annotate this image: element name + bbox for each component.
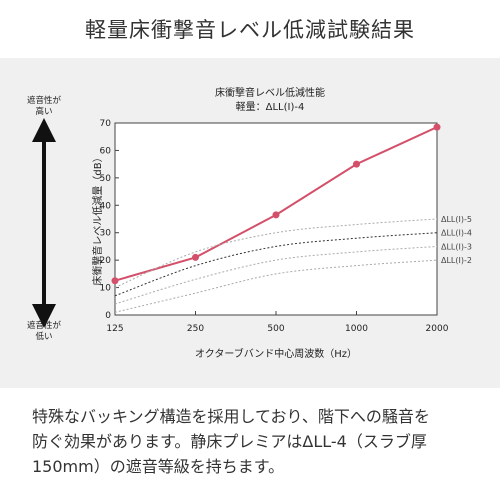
y-tick-label: 30 <box>100 229 112 239</box>
y-tick-label: 50 <box>100 174 112 184</box>
y-ticks: 0 10 20 30 40 50 60 70 <box>100 119 119 321</box>
data-point <box>433 123 441 131</box>
series-label: ΔLL(Ⅰ)-2 <box>441 256 472 265</box>
chart-subtitle: 軽量：ΔLL(Ⅰ)-4 <box>236 101 305 113</box>
y-tick-label: 10 <box>100 284 112 294</box>
x-tick-label: 1000 <box>345 324 368 334</box>
series-labels: ΔLL(Ⅰ)-5 ΔLL(Ⅰ)-4 ΔLL(Ⅰ)-3 ΔLL(Ⅰ)-2 <box>441 215 472 265</box>
series-label: ΔLL(Ⅰ)-3 <box>441 242 472 251</box>
x-axis-label: オクターブバンド中心周波数（Hz） <box>195 347 357 360</box>
x-tick-label: 2000 <box>426 324 449 334</box>
data-point <box>353 160 360 168</box>
side-label-bottom-2: 低い <box>35 331 52 342</box>
x-ticks: 125 250 500 1000 2000 <box>106 311 449 334</box>
x-tick-label: 500 <box>267 324 284 334</box>
y-tick-label: 60 <box>100 146 112 156</box>
plot-area <box>114 122 438 316</box>
description-line-3: 150mm）の遮音等級を持ちます。 <box>32 457 285 476</box>
series-line <box>114 232 438 297</box>
y-axis-label: 床衝撃音レベル低減量（dB） <box>91 152 104 285</box>
data-point <box>272 211 280 219</box>
y-tick-label: 40 <box>100 201 112 211</box>
x-tick-label: 125 <box>106 324 123 334</box>
data-point <box>111 277 119 285</box>
points-group <box>111 123 441 285</box>
y-tick-label: 0 <box>105 311 111 321</box>
series-label: ΔLL(Ⅰ)-5 <box>441 215 472 224</box>
chart-title: 床衝撃音レベル低減性能 <box>215 86 325 99</box>
side-label-bottom-1: 遮音性が <box>27 320 62 331</box>
side-label-top-1: 遮音性が <box>27 95 62 106</box>
series-line <box>114 245 438 305</box>
page-title: 軽量床衝撃音レベル低減試験結果 <box>85 18 415 42</box>
data-point <box>192 253 199 261</box>
description-line-2: 防ぐ効果があります。静床プレミアはΔLL-4（スラブ厚 <box>32 432 427 451</box>
description: 特殊なバッキング構造を採用しており、階下への騒音を 防ぐ効果があります。静床プレ… <box>32 404 482 479</box>
description-line-1: 特殊なバッキング構造を採用しており、階下への騒音を <box>32 407 430 426</box>
y-tick-label: 20 <box>100 256 112 266</box>
series-label: ΔLL(Ⅰ)-4 <box>441 229 472 238</box>
y-tick-label: 70 <box>100 119 112 129</box>
x-tick-label: 250 <box>187 324 204 334</box>
chart-svg: 遮音性が 高い 遮音性が 低い 床衝撃音レベル低減性能 軽量：ΔLL(Ⅰ)-4 … <box>27 86 472 360</box>
series-line <box>114 218 438 289</box>
chart-panel: 遮音性が 高い 遮音性が 低い 床衝撃音レベル低減性能 軽量：ΔLL(Ⅰ)-4 … <box>0 58 500 388</box>
side-label-top-2: 高い <box>35 106 52 117</box>
series-line <box>114 259 438 313</box>
